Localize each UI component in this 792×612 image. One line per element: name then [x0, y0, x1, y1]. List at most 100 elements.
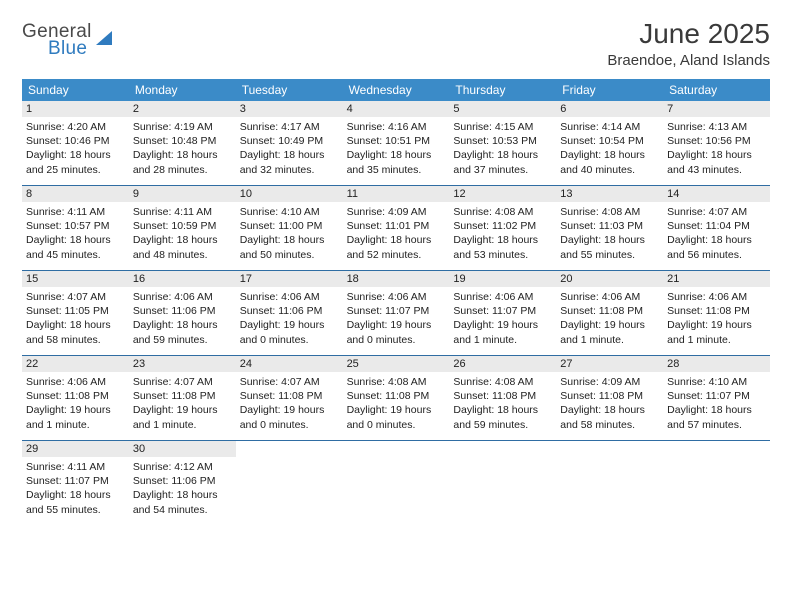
- sunset-text: Sunset: 11:01 PM: [347, 219, 446, 233]
- day-number: 18: [343, 271, 450, 287]
- day-info: Sunrise: 4:06 AMSunset: 11:07 PMDaylight…: [453, 290, 552, 347]
- day-header-tue: Tuesday: [236, 79, 343, 101]
- calendar-cell: 14Sunrise: 4:07 AMSunset: 11:04 PMDaylig…: [663, 186, 770, 270]
- calendar-cell: 13Sunrise: 4:08 AMSunset: 11:03 PMDaylig…: [556, 186, 663, 270]
- brand-word2: Blue: [48, 39, 92, 58]
- day-info: Sunrise: 4:20 AMSunset: 10:46 PMDaylight…: [26, 120, 125, 177]
- sunrise-text: Sunrise: 4:08 AM: [347, 375, 446, 389]
- day-info: Sunrise: 4:11 AMSunset: 11:07 PMDaylight…: [26, 460, 125, 517]
- day-number: 2: [129, 101, 236, 117]
- sunset-text: Sunset: 11:08 PM: [133, 389, 232, 403]
- sunset-text: Sunset: 11:07 PM: [347, 304, 446, 318]
- daylight-text: Daylight: 19 hours: [560, 318, 659, 332]
- sunrise-text: Sunrise: 4:06 AM: [453, 290, 552, 304]
- daylight-text: and 0 minutes.: [240, 333, 339, 347]
- day-info: Sunrise: 4:17 AMSunset: 10:49 PMDaylight…: [240, 120, 339, 177]
- calendar-cell-empty: [556, 441, 663, 525]
- sunset-text: Sunset: 10:54 PM: [560, 134, 659, 148]
- daylight-text: Daylight: 18 hours: [133, 488, 232, 502]
- calendar-cell-empty: [663, 441, 770, 525]
- daylight-text: and 59 minutes.: [133, 333, 232, 347]
- sunset-text: Sunset: 11:07 PM: [453, 304, 552, 318]
- calendar-cell: 2 Sunrise: 4:19 AMSunset: 10:48 PMDayligh…: [129, 101, 236, 185]
- daylight-text: and 50 minutes.: [240, 248, 339, 262]
- day-number: 8: [22, 186, 129, 202]
- daylight-text: Daylight: 18 hours: [240, 233, 339, 247]
- daylight-text: Daylight: 18 hours: [667, 403, 766, 417]
- daylight-text: Daylight: 19 hours: [667, 318, 766, 332]
- daylight-text: and 1 minute.: [667, 333, 766, 347]
- day-info: Sunrise: 4:11 AMSunset: 10:57 PMDaylight…: [26, 205, 125, 262]
- sunset-text: Sunset: 11:06 PM: [133, 304, 232, 318]
- calendar-cell: 5Sunrise: 4:15 AMSunset: 10:53 PMDayligh…: [449, 101, 556, 185]
- sunrise-text: Sunrise: 4:12 AM: [133, 460, 232, 474]
- sunset-text: Sunset: 11:05 PM: [26, 304, 125, 318]
- sunset-text: Sunset: 11:08 PM: [667, 304, 766, 318]
- daylight-text: Daylight: 18 hours: [133, 148, 232, 162]
- location-label: Braendoe, Aland Islands: [607, 52, 770, 69]
- sunrise-text: Sunrise: 4:20 AM: [26, 120, 125, 134]
- day-info: Sunrise: 4:08 AMSunset: 11:03 PMDaylight…: [560, 205, 659, 262]
- daylight-text: and 1 minute.: [560, 333, 659, 347]
- daylight-text: and 52 minutes.: [347, 248, 446, 262]
- day-number: 28: [663, 356, 770, 372]
- day-info: Sunrise: 4:14 AMSunset: 10:54 PMDaylight…: [560, 120, 659, 177]
- daylight-text: and 32 minutes.: [240, 163, 339, 177]
- calendar-cell: 26Sunrise: 4:08 AMSunset: 11:08 PMDaylig…: [449, 356, 556, 440]
- day-info: Sunrise: 4:08 AMSunset: 11:02 PMDaylight…: [453, 205, 552, 262]
- daylight-text: Daylight: 18 hours: [453, 403, 552, 417]
- sunset-text: Sunset: 10:57 PM: [26, 219, 125, 233]
- sunset-text: Sunset: 11:08 PM: [26, 389, 125, 403]
- calendar-cell: 16Sunrise: 4:06 AMSunset: 11:06 PMDaylig…: [129, 271, 236, 355]
- sunrise-text: Sunrise: 4:17 AM: [240, 120, 339, 134]
- calendar-cell: 17Sunrise: 4:06 AMSunset: 11:06 PMDaylig…: [236, 271, 343, 355]
- day-info: Sunrise: 4:08 AMSunset: 11:08 PMDaylight…: [347, 375, 446, 432]
- daylight-text: Daylight: 18 hours: [453, 233, 552, 247]
- sunset-text: Sunset: 11:07 PM: [26, 474, 125, 488]
- calendar-cell: 10Sunrise: 4:10 AMSunset: 11:00 PMDaylig…: [236, 186, 343, 270]
- sunset-text: Sunset: 11:07 PM: [667, 389, 766, 403]
- sunrise-text: Sunrise: 4:09 AM: [560, 375, 659, 389]
- sunset-text: Sunset: 11:08 PM: [347, 389, 446, 403]
- daylight-text: Daylight: 19 hours: [240, 403, 339, 417]
- day-number: 25: [343, 356, 450, 372]
- day-info: Sunrise: 4:15 AMSunset: 10:53 PMDaylight…: [453, 120, 552, 177]
- daylight-text: and 37 minutes.: [453, 163, 552, 177]
- day-number: 23: [129, 356, 236, 372]
- day-info: Sunrise: 4:10 AMSunset: 11:00 PMDaylight…: [240, 205, 339, 262]
- calendar-week: 1Sunrise: 4:20 AMSunset: 10:46 PMDayligh…: [22, 101, 770, 186]
- daylight-text: and 45 minutes.: [26, 248, 125, 262]
- sunset-text: Sunset: 11:08 PM: [560, 304, 659, 318]
- day-info: Sunrise: 4:10 AMSunset: 11:07 PMDaylight…: [667, 375, 766, 432]
- sunrise-text: Sunrise: 4:09 AM: [347, 205, 446, 219]
- day-info: Sunrise: 4:06 AMSunset: 11:07 PMDaylight…: [347, 290, 446, 347]
- day-number: 15: [22, 271, 129, 287]
- daylight-text: and 48 minutes.: [133, 248, 232, 262]
- sunrise-text: Sunrise: 4:15 AM: [453, 120, 552, 134]
- daylight-text: Daylight: 18 hours: [26, 318, 125, 332]
- day-number: 4: [343, 101, 450, 117]
- day-header-fri: Friday: [556, 79, 663, 101]
- calendar-cell: 9Sunrise: 4:11 AMSunset: 10:59 PMDayligh…: [129, 186, 236, 270]
- day-info: Sunrise: 4:11 AMSunset: 10:59 PMDaylight…: [133, 205, 232, 262]
- day-info: Sunrise: 4:19 AMSunset: 10:48 PMDaylight…: [133, 120, 232, 177]
- calendar-cell: 21Sunrise: 4:06 AMSunset: 11:08 PMDaylig…: [663, 271, 770, 355]
- sunrise-text: Sunrise: 4:16 AM: [347, 120, 446, 134]
- calendar-cell: 30Sunrise: 4:12 AMSunset: 11:06 PMDaylig…: [129, 441, 236, 525]
- daylight-text: Daylight: 18 hours: [453, 148, 552, 162]
- day-number: 21: [663, 271, 770, 287]
- calendar-week: 15Sunrise: 4:07 AMSunset: 11:05 PMDaylig…: [22, 271, 770, 356]
- day-number: 7: [663, 101, 770, 117]
- daylight-text: and 40 minutes.: [560, 163, 659, 177]
- calendar-cell: 25 Sunrise: 4:08 AMSunset: 11:08 PMDaylig…: [343, 356, 450, 440]
- daylight-text: Daylight: 19 hours: [453, 318, 552, 332]
- daylight-text: and 0 minutes.: [240, 418, 339, 432]
- sunrise-text: Sunrise: 4:11 AM: [26, 460, 125, 474]
- calendar: Sunday Monday Tuesday Wednesday Thursday…: [22, 79, 770, 525]
- sunrise-text: Sunrise: 4:10 AM: [667, 375, 766, 389]
- day-number: 27: [556, 356, 663, 372]
- sunset-text: Sunset: 10:48 PM: [133, 134, 232, 148]
- daylight-text: Daylight: 18 hours: [347, 233, 446, 247]
- sunrise-text: Sunrise: 4:07 AM: [26, 290, 125, 304]
- sunset-text: Sunset: 11:08 PM: [240, 389, 339, 403]
